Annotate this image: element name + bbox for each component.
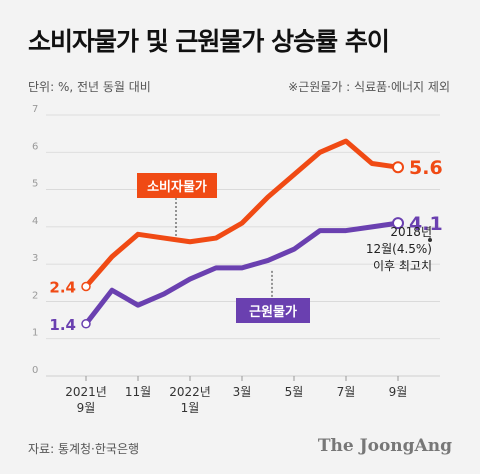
y-tick-label: 7 xyxy=(32,104,38,115)
x-tick-label: 2022년 xyxy=(169,385,211,399)
x-tick-label: 3월 xyxy=(233,385,252,399)
chart-title: 소비자물가 및 근원물가 상승률 추이 xyxy=(28,27,390,56)
cpi-series-label: 소비자물가 xyxy=(147,180,207,195)
y-tick-label: 4 xyxy=(32,216,38,227)
annotation-dot xyxy=(428,238,432,242)
core-end-label: 4.1 xyxy=(409,213,443,235)
cpi-end-marker xyxy=(392,161,404,174)
footnote-label: ※근원물가 : 식료품·에너지 제외 xyxy=(288,80,450,94)
x-tick-label: 9월 xyxy=(77,401,96,415)
x-tick-label: 2021년 xyxy=(65,385,107,399)
unit-label: 단위: %, 전년 동월 대비 xyxy=(28,80,151,94)
annotation-text: 이후 최고치 xyxy=(373,259,432,273)
annotation-text: 12월(4.5%) xyxy=(366,242,432,256)
core-label-box xyxy=(236,298,310,323)
core-end-marker xyxy=(392,217,404,230)
brand-logo: The JoongAng xyxy=(317,436,452,456)
y-tick-label: 3 xyxy=(32,253,38,264)
cpi-start-label: 2.4 xyxy=(49,279,76,297)
core-start-marker xyxy=(81,319,91,329)
cpi-start-marker xyxy=(81,281,91,292)
cpi-line xyxy=(83,138,401,290)
y-tick-label: 2 xyxy=(32,290,38,301)
y-tick-label: 0 xyxy=(32,365,38,376)
x-tick-label: 9월 xyxy=(389,385,408,399)
y-tick-label: 5 xyxy=(32,179,38,190)
x-tick-label: 11월 xyxy=(125,385,151,399)
cpi-end-label: 5.6 xyxy=(409,157,443,179)
annotation-text: 2018년 xyxy=(390,225,432,239)
core-start-label: 1.4 xyxy=(49,316,76,334)
cpi-label-box xyxy=(137,173,217,198)
source-label: 자료: 통계청·한국은행 xyxy=(28,442,140,456)
x-tick-label: 7월 xyxy=(337,385,356,399)
core-series-label: 근원물가 xyxy=(249,305,297,320)
x-tick-label: 5월 xyxy=(285,385,304,399)
y-tick-label: 1 xyxy=(32,328,38,339)
x-tick-label: 1월 xyxy=(181,401,200,415)
y-tick-label: 6 xyxy=(32,141,38,152)
